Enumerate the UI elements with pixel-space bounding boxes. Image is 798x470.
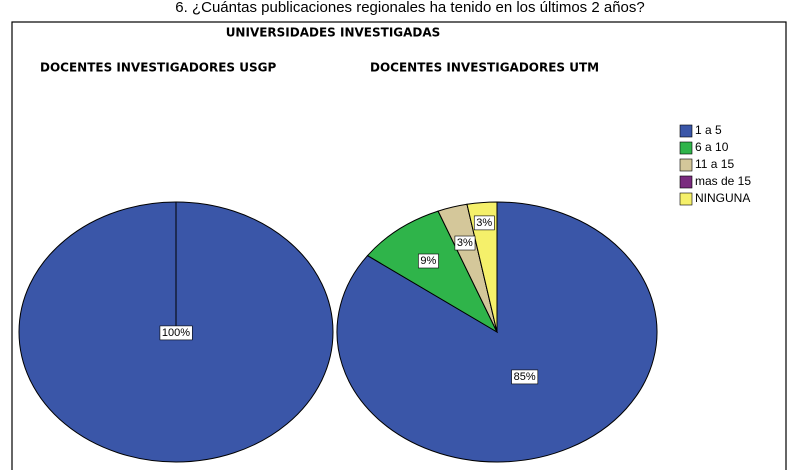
data-label: 3% [473,215,495,231]
legend-swatch [679,141,693,155]
label-text: 100% [162,327,190,339]
data-label: 100% [159,325,193,341]
pie-slice [466,201,498,333]
label-box [454,235,476,251]
legend-label: 1 a 5 [695,123,722,137]
legend-label: 6 a 10 [695,140,729,154]
legend-label: mas de 15 [695,174,751,188]
label-text: 3% [476,217,492,229]
pie-title: DOCENTES INVESTIGADORES USGP [40,61,276,75]
label-text: 9% [420,255,436,267]
legend-swatch [679,175,693,189]
legend-label: 11 a 15 [695,157,734,171]
legend-swatch [679,192,693,206]
label-box [511,369,539,385]
legend-swatch [679,158,693,172]
data-label: 3% [454,235,476,251]
data-label: 85% [511,369,539,385]
data-label: 9% [418,253,439,269]
legend-swatch [679,124,693,138]
pie-title: DOCENTES INVESTIGADORES UTM [370,61,599,75]
label-text: 85% [514,371,536,383]
label-box [418,253,439,269]
label-text: 3% [457,237,473,249]
label-box [159,325,193,341]
question: 6. ¿Cuántas publicaciones regionales ha … [175,0,644,16]
chart-title: UNIVERSIDADES INVESTIGADAS [226,26,441,40]
legend-label: NINGUNA [695,191,750,205]
label-box [473,215,495,231]
pie-slice [366,210,499,334]
